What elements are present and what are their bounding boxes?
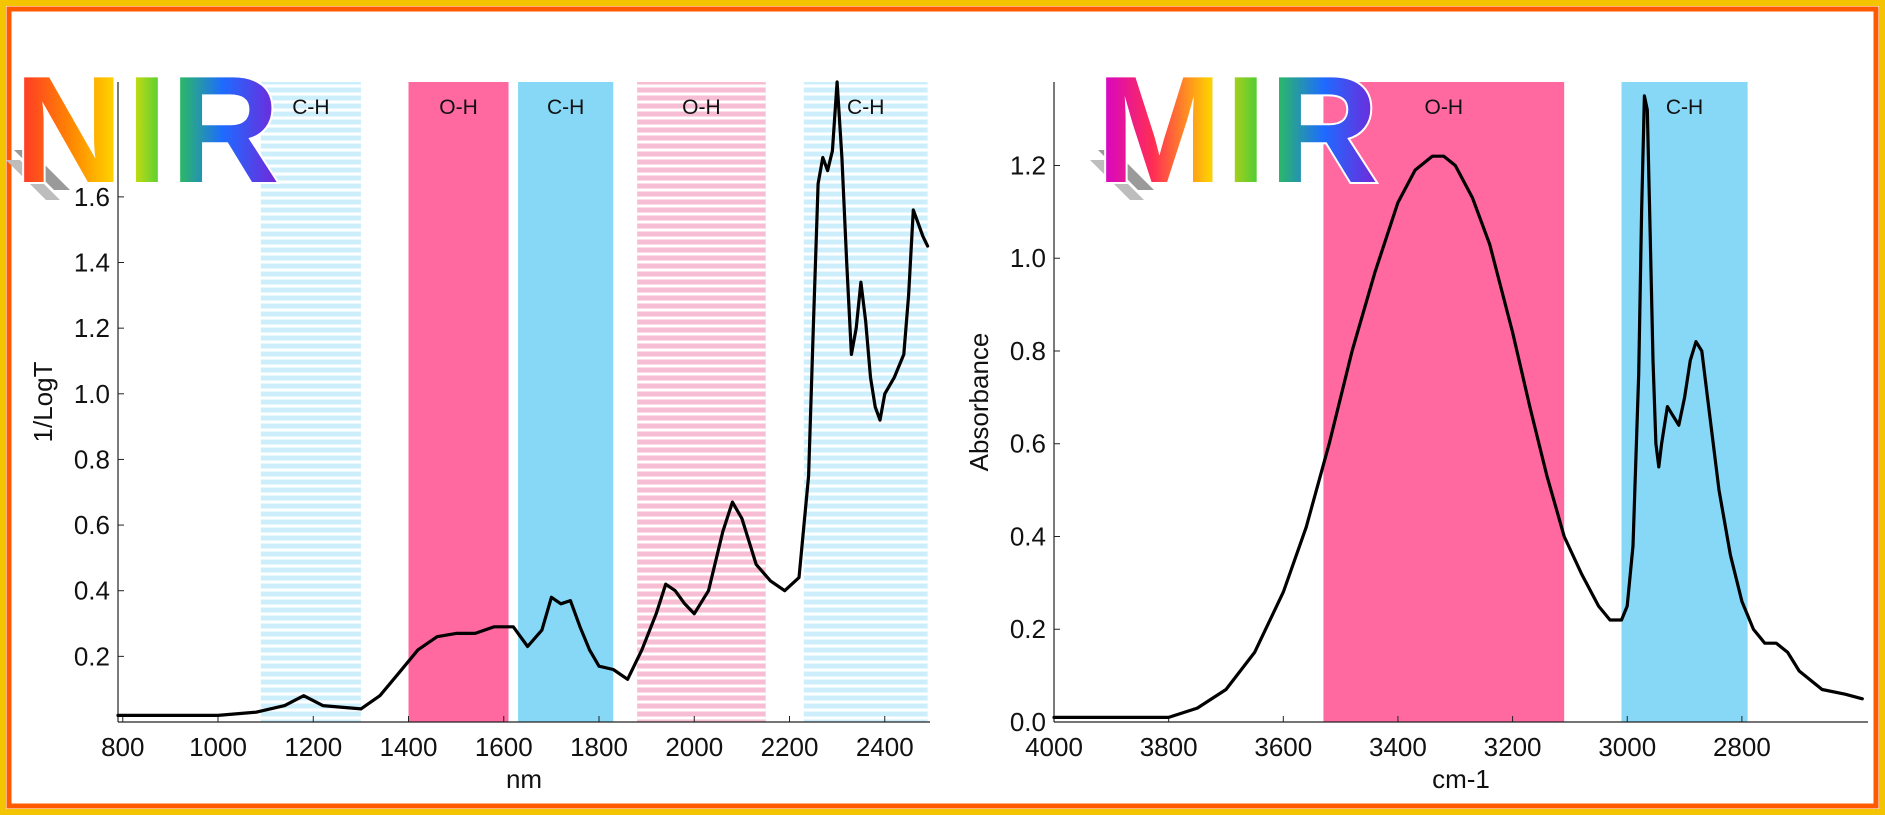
- x-tick-label: 2400: [856, 732, 914, 762]
- x-tick-label: 2200: [761, 732, 819, 762]
- band-ch-4: [803, 82, 928, 722]
- band-label: C-H: [292, 96, 329, 119]
- band-label: C-H: [547, 96, 584, 119]
- y-tick-label: 1.0: [1010, 243, 1046, 273]
- y-tick-label: 1.0: [74, 379, 110, 409]
- mir-logo: MIR: [1090, 43, 1381, 217]
- mir-logo-text: MIR: [1096, 45, 1381, 215]
- y-tick-label: 1.2: [1010, 150, 1046, 180]
- x-tick-label: 3000: [1598, 732, 1656, 762]
- mir-logo-shadow: [1090, 150, 1154, 200]
- x-tick-label: 3800: [1140, 732, 1198, 762]
- band-label: O-H: [439, 96, 478, 119]
- mir-chart: O-H C-H 4000 3800 3600 3400 3200 3000 2800 0.0 0.2…: [964, 82, 1868, 794]
- x-tick-label: 2800: [1713, 732, 1771, 762]
- band-ch-2: [518, 82, 614, 722]
- x-tick-label: 1800: [570, 732, 628, 762]
- y-tick-label: 1.4: [74, 248, 110, 278]
- spectrum-line: [1052, 94, 1864, 719]
- band-label: C-H: [1666, 96, 1703, 119]
- y-tick-label: 0.8: [74, 444, 110, 474]
- y-tick-label: 1.2: [74, 313, 110, 343]
- y-tick-label: 1.6: [74, 182, 110, 212]
- x-tick-label: 3400: [1369, 732, 1427, 762]
- y-tick-label: 0.6: [1010, 429, 1046, 459]
- x-tick-label: 1600: [475, 732, 533, 762]
- y-tick-label: 0.4: [1010, 521, 1046, 551]
- x-tick-label: 1000: [189, 732, 247, 762]
- y-tick-label: 0.4: [74, 576, 110, 606]
- x-tick-label: 1400: [380, 732, 438, 762]
- nir-logo-text: NIR: [14, 45, 282, 215]
- y-axis-label: 1/LogT: [28, 361, 58, 442]
- y-axis-label: Absorbance: [964, 333, 994, 472]
- band-label: C-H: [847, 96, 884, 119]
- x-tick-label: 1200: [284, 732, 342, 762]
- border-orange: [6, 6, 1879, 809]
- x-tick-label: 2000: [665, 732, 723, 762]
- x-tick-label: 3200: [1484, 732, 1542, 762]
- x-tick-label: 3600: [1254, 732, 1312, 762]
- band-oh-1: [408, 82, 509, 722]
- spectrum-line: [116, 80, 930, 717]
- band-label: O-H: [682, 96, 721, 119]
- y-tick-label: 0.2: [74, 641, 110, 671]
- y-tick-label: 0.8: [1010, 336, 1046, 366]
- x-tick-label: 800: [101, 732, 144, 762]
- nir-logo: NIR: [6, 43, 282, 217]
- nir-logo-shadow: [6, 150, 70, 200]
- band-label: O-H: [1425, 96, 1464, 119]
- x-axis-label: cm-1: [1432, 764, 1490, 794]
- nir-chart: C-H O-H C-H O-H C-H 800 1000 1200 1400 1600 1800 20…: [28, 80, 930, 794]
- y-tick-label: 0.6: [74, 510, 110, 540]
- y-tick-label: 0.0: [1010, 707, 1046, 737]
- band-oh-0: [1323, 82, 1565, 722]
- x-tick-label: 4000: [1025, 732, 1083, 762]
- band-group: C-H O-H C-H O-H C-H: [260, 82, 928, 722]
- band-group: O-H C-H: [1323, 82, 1748, 722]
- band-oh-3: [637, 82, 766, 722]
- y-tick-label: 0.2: [1010, 614, 1046, 644]
- x-axis-label: nm: [506, 764, 542, 794]
